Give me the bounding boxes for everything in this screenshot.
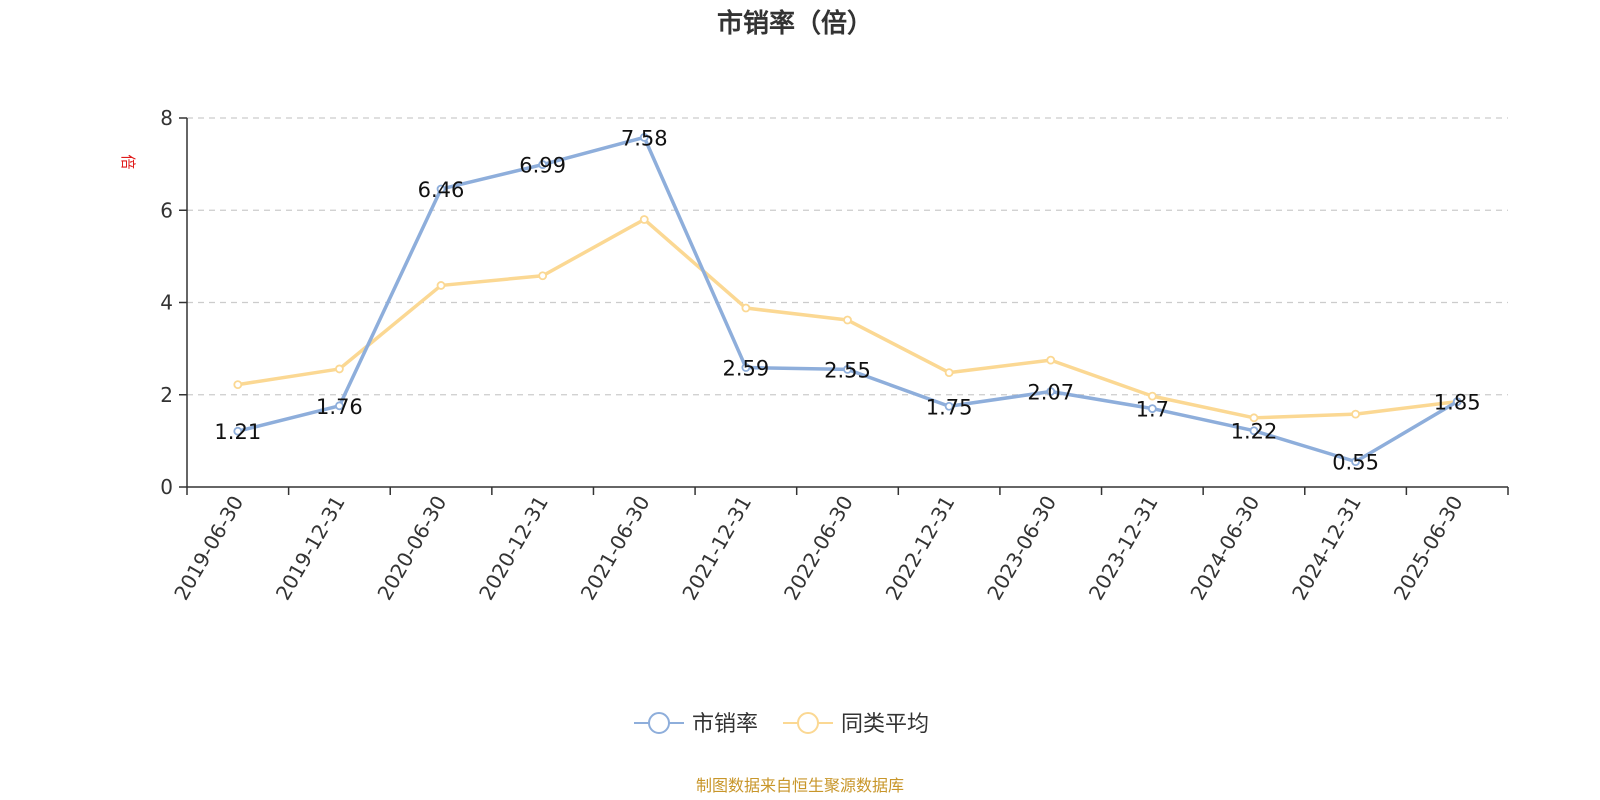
data-label: 1.76 bbox=[316, 395, 363, 419]
legend-item: 同类平均 bbox=[783, 712, 929, 737]
legend-label: 同类平均 bbox=[841, 712, 929, 737]
data-point bbox=[335, 401, 344, 411]
data-point bbox=[1249, 426, 1259, 436]
series-layer bbox=[233, 132, 1462, 467]
data-point bbox=[233, 380, 243, 390]
data-point bbox=[639, 132, 649, 142]
y-tick-label: 6 bbox=[160, 198, 173, 222]
chart-title: 市销率（倍） bbox=[717, 8, 873, 39]
data-point bbox=[538, 160, 548, 169]
data-point bbox=[436, 281, 446, 290]
x-tick-label: 2021-12-31 bbox=[677, 492, 756, 605]
x-tick-label: 2023-06-30 bbox=[982, 492, 1061, 605]
legend-marker bbox=[648, 712, 670, 734]
y-axis-ticks: 0 2 4 6 8 bbox=[160, 106, 187, 499]
data-label: 1.21 bbox=[214, 420, 261, 444]
data-labels: 1.21 1.76 6.46 6.99 7.58 2.59 2.55 1.75 2.07 1.7 1… bbox=[214, 126, 1480, 474]
data-point bbox=[1046, 355, 1056, 365]
data-label: 6.99 bbox=[519, 154, 566, 178]
data-point bbox=[1147, 391, 1157, 401]
data-point bbox=[639, 215, 649, 224]
data-point bbox=[335, 364, 344, 374]
data-point bbox=[1351, 409, 1360, 419]
data-label: 2.59 bbox=[723, 357, 770, 381]
data-label: 0.55 bbox=[1332, 451, 1379, 475]
x-tick-label: 2020-12-31 bbox=[474, 492, 553, 605]
x-tick-label: 2022-06-30 bbox=[779, 492, 858, 605]
data-label: 2.07 bbox=[1027, 381, 1074, 405]
data-label: 1.75 bbox=[926, 395, 973, 419]
x-tick-label: 2021-06-30 bbox=[576, 492, 655, 605]
x-tick-label: 2019-06-30 bbox=[169, 492, 248, 605]
data-label: 6.46 bbox=[418, 178, 465, 202]
data-label: 1.22 bbox=[1231, 420, 1278, 444]
data-label: 1.85 bbox=[1434, 391, 1481, 415]
data-point bbox=[538, 271, 548, 281]
legend: 市销率 同类平均 bbox=[634, 712, 929, 737]
x-tick-label: 2022-12-31 bbox=[881, 492, 960, 605]
y-tick-label: 4 bbox=[160, 291, 173, 315]
data-point bbox=[843, 364, 852, 374]
y-axis-unit-label: 倍 bbox=[119, 154, 137, 169]
x-tick-label: 2025-06-30 bbox=[1389, 492, 1468, 605]
x-axis-ticks: 2019-06-30 2019-12-31 2020-06-30 2020-12-31… bbox=[169, 487, 1509, 605]
data-point bbox=[1452, 397, 1462, 407]
data-label: 1.7 bbox=[1136, 398, 1169, 422]
x-tick-label: 2023-12-31 bbox=[1084, 492, 1163, 605]
data-point bbox=[1249, 413, 1259, 423]
y-tick-label: 2 bbox=[160, 383, 173, 407]
source-note: 制图数据来自恒生聚源数据库 bbox=[696, 776, 904, 795]
data-label: 7.58 bbox=[621, 126, 668, 150]
legend-label: 市销率 bbox=[692, 712, 758, 737]
legend-marker bbox=[797, 712, 819, 734]
x-tick-label: 2024-12-31 bbox=[1287, 492, 1366, 605]
data-point bbox=[944, 401, 954, 411]
data-point bbox=[741, 303, 751, 313]
data-point bbox=[1147, 404, 1157, 413]
x-tick-label: 2019-12-31 bbox=[271, 492, 350, 605]
legend-item: 市销率 bbox=[634, 712, 758, 737]
data-label: 2.55 bbox=[824, 358, 871, 382]
x-tick-label: 2020-06-30 bbox=[372, 492, 451, 605]
data-point bbox=[1046, 387, 1056, 396]
data-point bbox=[843, 315, 852, 325]
data-point bbox=[436, 184, 446, 194]
data-point bbox=[741, 363, 751, 372]
y-tick-label: 8 bbox=[160, 106, 173, 130]
grid bbox=[187, 117, 1508, 396]
data-point bbox=[944, 368, 954, 378]
y-tick-label: 0 bbox=[160, 475, 173, 499]
x-tick-label: 2024-06-30 bbox=[1185, 492, 1264, 605]
data-point bbox=[1351, 457, 1360, 467]
data-point bbox=[233, 426, 243, 436]
